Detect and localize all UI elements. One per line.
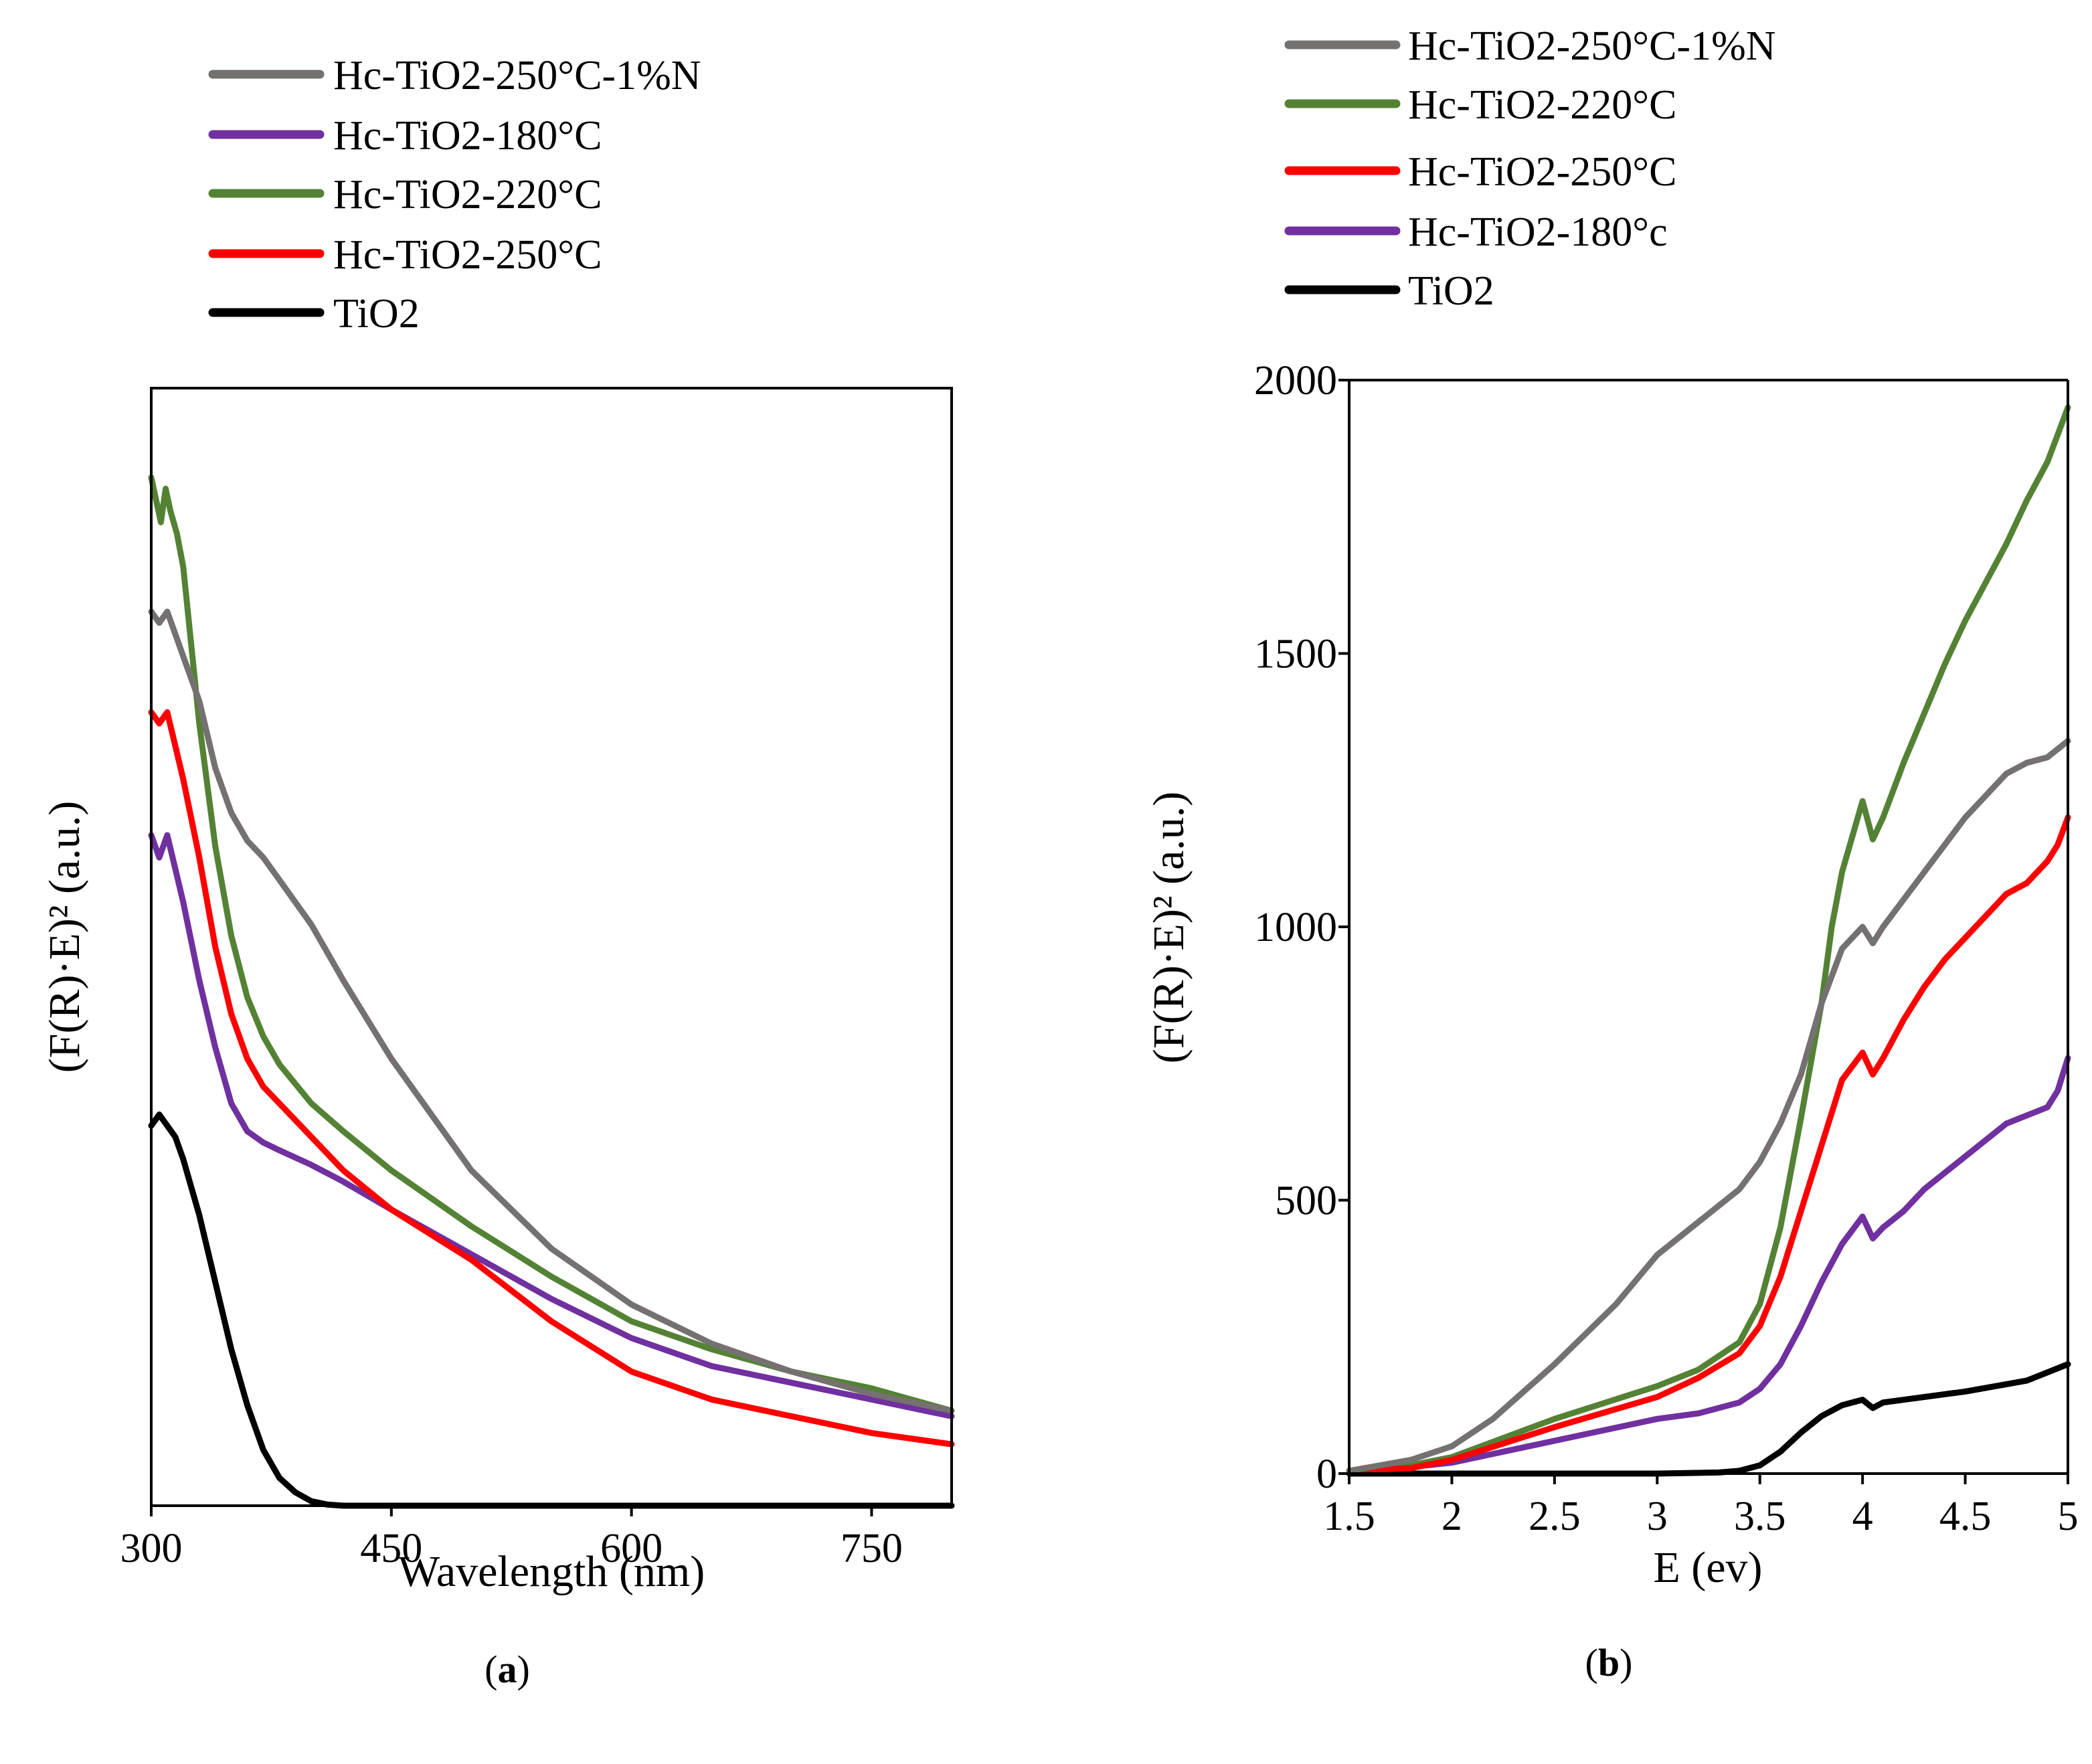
panel-label-b-open: ( [1585,1641,1598,1684]
legend-a-label: Hc-TiO2-180°C [333,113,602,159]
legend-a-label: Hc-TiO2-250°C [333,232,602,278]
plot-frame-a [150,387,953,1507]
series-line-b-hc-tio2-180-c [1346,1055,2071,1474]
y-ticks-b [1338,379,1349,1475]
x-tick-label-a: 600 [600,1526,663,1571]
x-tick-label-b: 5 [2058,1494,2079,1539]
series-line-a-hc-tio2-220-c [148,474,955,1414]
y-tick-label-b: 500 [1275,1178,1337,1224]
legend-a-entry: Hc-TiO2-250°C [208,232,602,278]
x-ticks-a [150,1506,873,1516]
x-tick-labels-b: 1.5 2 2.5 3 3.5 4 4.5 5 [1323,1494,2078,1539]
panel-label-a-open: ( [485,1648,497,1691]
panel-label-a-close: ) [517,1648,530,1691]
legend-a-entry: TiO2 [208,291,420,337]
series-line-b-hc-tio2-250-c [1346,814,2071,1474]
legend-a-entry: Hc-TiO2-250°C-1%N [208,53,701,98]
legend-b-label: TiO2 [1408,268,1494,314]
panel-label-a: (a) [485,1648,530,1691]
series-line-b-hc-tio2-220-c [1346,404,2071,1474]
legend-a-entry: Hc-TiO2-220°C [208,172,602,217]
panel-b: Hc-TiO2-250°C-1%N Hc-TiO2-220°C Hc-TiO2-… [1144,23,2079,1684]
series-line-a-hc-tio2-180-c [148,832,955,1419]
x-tick-label-b: 2.5 [1529,1494,1581,1539]
panel-a: Hc-TiO2-250°C-1%N Hc-TiO2-180°C Hc-TiO2-… [40,53,955,1691]
legend-a-label: Hc-TiO2-250°C-1%N [333,53,701,98]
legend-a-entry: Hc-TiO2-180°C [208,113,602,159]
series-group-a [148,474,955,1509]
y-tick-labels-b: 0 500 1000 1500 2000 [1254,358,1337,1497]
panel-label-b-close: ) [1620,1641,1632,1684]
x-ticks-b [1348,1474,2069,1484]
x-tick-label-b: 1.5 [1323,1494,1375,1539]
x-tick-label-b: 4.5 [1939,1494,1992,1539]
y-tick-label-b: 1000 [1254,905,1337,950]
legend-a-label: TiO2 [333,291,420,337]
y-axis-title-b: (F(R)·E)² (a.u.) [1144,792,1193,1063]
legend-b-entry: Hc-TiO2-250°C [1284,149,1676,195]
legend-a: Hc-TiO2-250°C-1%N Hc-TiO2-180°C Hc-TiO2-… [208,53,701,337]
x-tick-labels-a: 300 450 600 750 [120,1526,903,1571]
y-tick-label-b: 1500 [1254,632,1337,677]
series-line-a-hc-tio2-250-c [148,709,955,1447]
x-tick-label-b: 2 [1442,1494,1462,1539]
x-tick-label-a: 450 [360,1526,422,1571]
x-tick-label-a: 750 [841,1526,903,1571]
panel-label-b: (b) [1585,1641,1633,1684]
legend-b-entry: Hc-TiO2-180°c [1284,209,1668,255]
legend-b-label: Hc-TiO2-250°C-1%N [1408,23,1776,69]
legend-b-entry: Hc-TiO2-250°C-1%N [1284,23,1776,69]
x-axis-title-a: Wavelength (nm) [398,1547,705,1596]
series-line-a-hc-tio2-250-c-1-n [148,608,955,1414]
series-line-a-tio2 [148,1112,955,1509]
y-tick-label-b: 2000 [1254,358,1337,404]
x-tick-label-b: 3.5 [1734,1494,1786,1539]
y-axis-title-a: (F(R)·E)² (a.u.) [40,801,89,1073]
x-axis-title-b: E (ev) [1653,1543,1762,1592]
legend-b-label: Hc-TiO2-220°C [1408,82,1676,128]
x-tick-label-b: 4 [1852,1494,1873,1539]
x-tick-label-a: 300 [120,1526,183,1571]
series-group-b [1346,404,2071,1477]
legend-a-label: Hc-TiO2-220°C [333,172,602,217]
legend-b-label: Hc-TiO2-180°c [1408,209,1668,255]
x-tick-label-b: 3 [1647,1494,1668,1539]
series-line-b-hc-tio2-250-c-1-n [1346,737,2071,1474]
legend-b-entry: TiO2 [1284,268,1494,314]
y-tick-label-b: 0 [1316,1451,1337,1497]
panel-label-a-letter: a [498,1648,517,1691]
legend-b-label: Hc-TiO2-250°C [1408,149,1676,195]
plot-area-b: 1.5 2 2.5 3 3.5 4 4.5 5 0 500 1000 1500 2000 [1254,358,2079,1539]
plot-area-a: 300 450 600 750 [120,387,955,1571]
legend-b: Hc-TiO2-250°C-1%N Hc-TiO2-220°C Hc-TiO2-… [1284,23,1776,314]
panel-label-b-letter: b [1598,1641,1620,1684]
legend-b-entry: Hc-TiO2-220°C [1284,82,1676,128]
